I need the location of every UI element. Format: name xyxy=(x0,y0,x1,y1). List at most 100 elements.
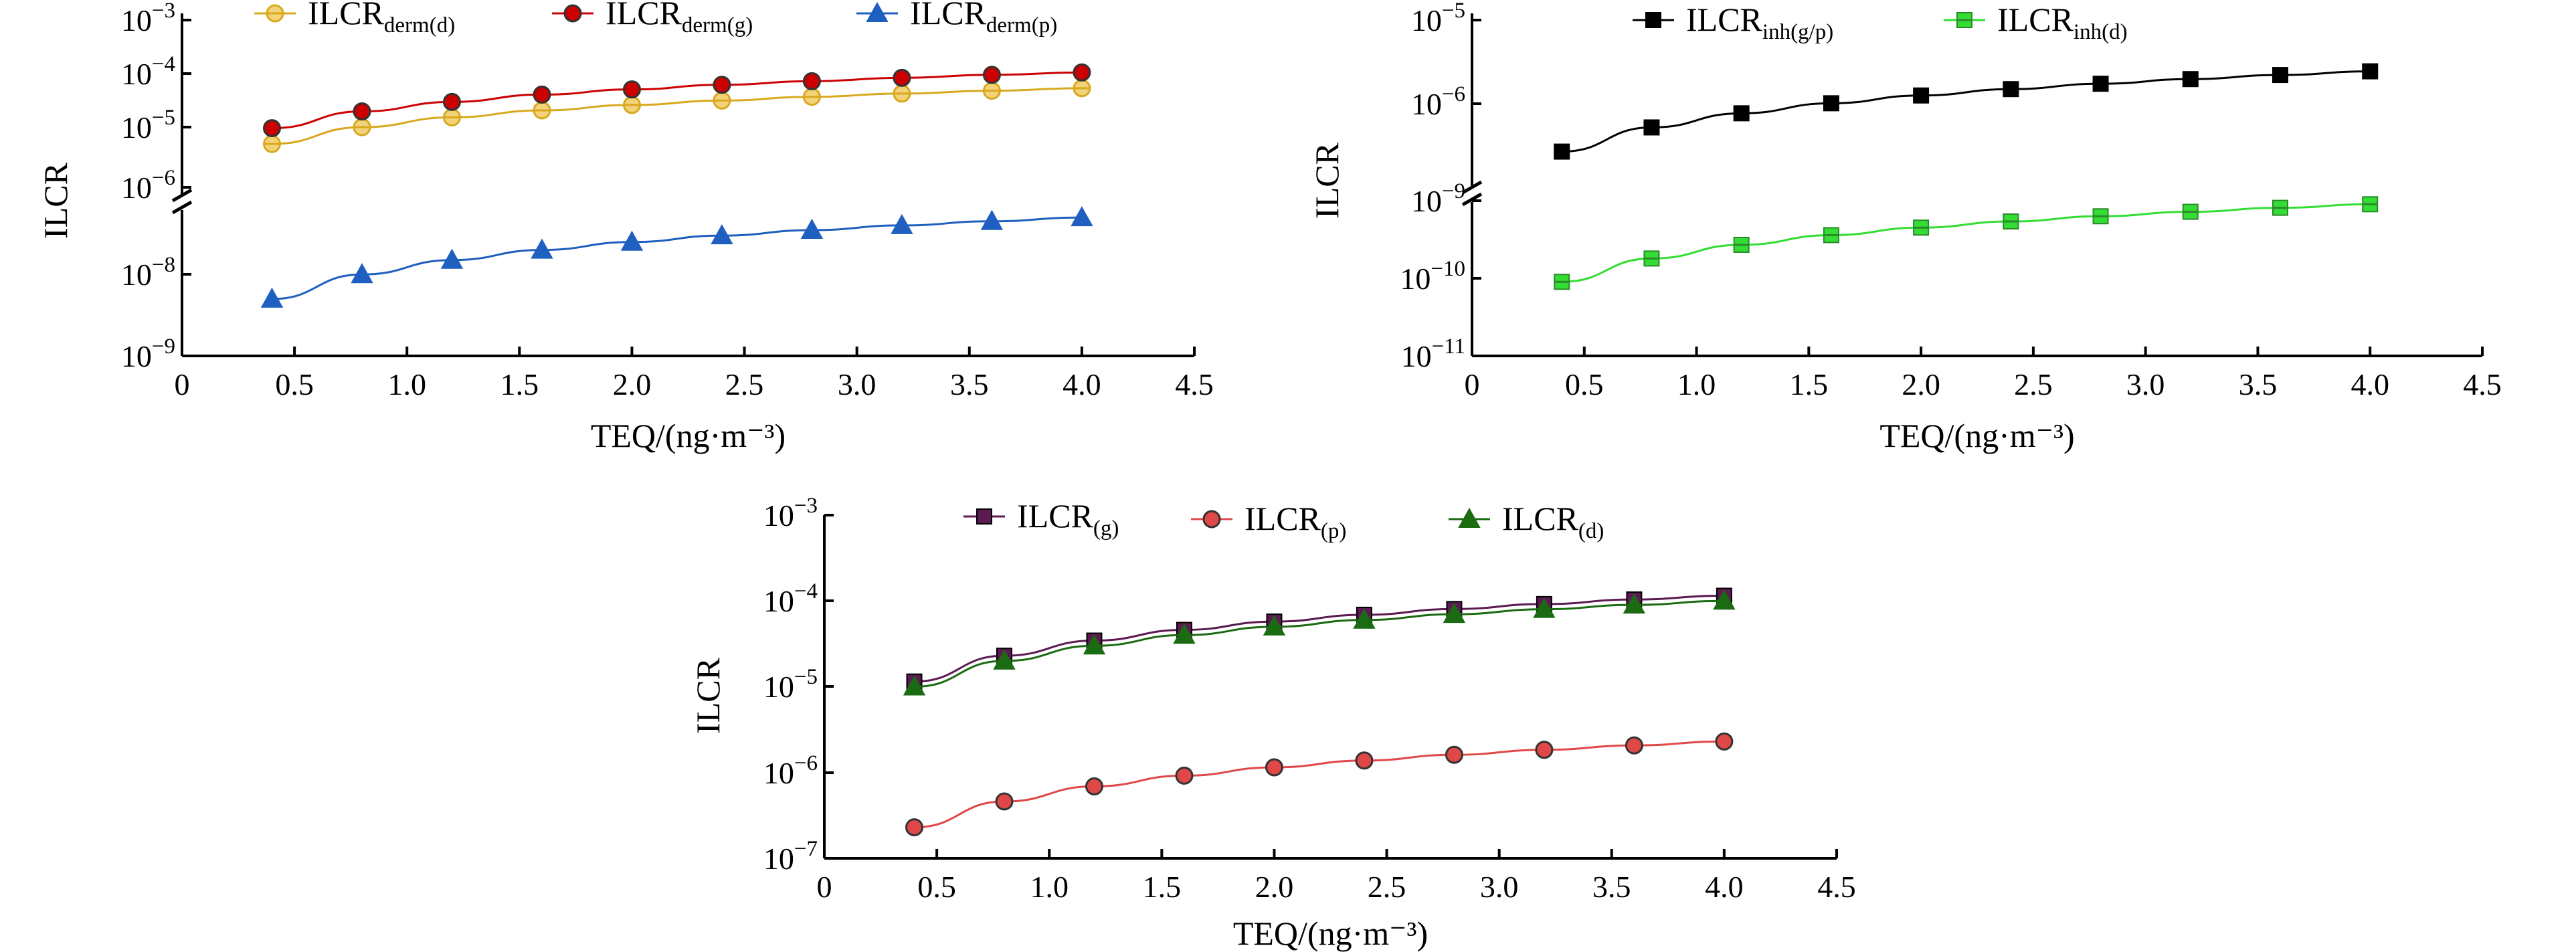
data-point xyxy=(713,91,731,110)
tick-exponent: −9 xyxy=(1442,179,1465,203)
data-point xyxy=(1173,624,1196,644)
data-point xyxy=(711,224,733,245)
x-tick-label: 2.5 xyxy=(2014,367,2053,401)
data-point xyxy=(1913,219,1930,236)
tick-exponent: −6 xyxy=(1442,82,1465,106)
data-point xyxy=(982,82,1001,100)
series-inh_gp xyxy=(1554,63,2379,160)
y-tick-label: 10−5 xyxy=(121,106,175,145)
data-point xyxy=(2092,208,2109,225)
y-tick-label: 10−4 xyxy=(763,579,818,618)
data-point xyxy=(1913,87,1930,104)
x-tick-label: 1.5 xyxy=(1143,870,1182,904)
data-point xyxy=(993,649,1016,670)
legend-subscript: inh(g/p) xyxy=(1762,20,1833,44)
x-tick-label: 3.5 xyxy=(2239,367,2278,401)
data-point xyxy=(995,792,1014,811)
tick-exponent: −10 xyxy=(1431,257,1465,281)
data-point xyxy=(1443,603,1466,624)
y-axis-title: ILCR xyxy=(37,162,74,239)
legend-subscript: (d) xyxy=(1578,519,1604,543)
x-axis-title: TEQ/(ng·m⁻³) xyxy=(1879,417,2074,454)
chart-panel-2: 0 0.5 1.0 1.5 2.0 2.5 3.0 3.5 4.0 4.510−510−610−9… xyxy=(1308,0,2502,454)
y-axis-title: ILCR xyxy=(689,657,727,734)
legend-marker xyxy=(563,4,582,23)
data-point xyxy=(1445,745,1463,764)
axis-break-mark xyxy=(171,188,193,203)
chart-panel-1: 0 0.5 1.0 1.5 2.0 2.5 3.0 3.5 4.0 4.510−310−410−5… xyxy=(37,0,1214,454)
tick-base: 10 xyxy=(763,842,794,876)
legend-label: ILCR(p) xyxy=(1245,500,1346,543)
tick-base: 10 xyxy=(121,339,152,373)
series-derm_p xyxy=(260,206,1093,308)
data-point xyxy=(2003,81,2019,98)
tick-base: 10 xyxy=(121,171,152,205)
y-tick-label: 10−7 xyxy=(763,837,818,876)
y-tick-label: 10−8 xyxy=(121,253,175,292)
series-total_p xyxy=(905,732,1734,837)
data-point xyxy=(440,248,464,269)
y-tick-label: 10−5 xyxy=(1411,0,1465,37)
x-axis-title: TEQ/(ng·m⁻³) xyxy=(591,417,786,454)
tick-base: 10 xyxy=(121,3,152,37)
data-point xyxy=(1175,766,1194,785)
y-tick-label: 10−6 xyxy=(121,166,175,205)
data-point xyxy=(260,287,284,308)
y-tick-label: 10−9 xyxy=(1411,179,1465,218)
x-tick-label: 0 xyxy=(817,870,832,904)
legend-subscript: derm(g) xyxy=(682,13,753,37)
x-tick-label: 1.5 xyxy=(500,367,539,401)
x-tick-label: 4.0 xyxy=(1705,870,1744,904)
y-tick-label: 10−9 xyxy=(121,335,175,373)
data-point xyxy=(1535,741,1554,759)
legend-marker xyxy=(976,508,992,525)
legend-label: ILCRinh(g/p) xyxy=(1686,1,1833,44)
legend-entry-inh_d: ILCRinh(d) xyxy=(1944,1,2128,44)
tick-exponent: −5 xyxy=(794,665,818,689)
data-point xyxy=(1823,227,1839,244)
x-tick-label: 0.5 xyxy=(1565,367,1604,401)
series-line xyxy=(272,71,1082,130)
tick-exponent: −7 xyxy=(794,837,818,861)
tick-base: 10 xyxy=(121,258,152,292)
data-point xyxy=(905,818,923,837)
x-tick-label: 0.5 xyxy=(275,367,314,401)
x-tick-label: 3.5 xyxy=(950,367,989,401)
data-point xyxy=(1083,634,1106,655)
y-tick-label: 10−11 xyxy=(1401,335,1465,373)
legend-marker xyxy=(1458,507,1481,528)
tick-base: 10 xyxy=(1401,339,1432,373)
data-point xyxy=(353,102,371,121)
tick-exponent: −9 xyxy=(152,335,175,359)
series-line xyxy=(1562,203,2371,283)
legend-label: ILCRderm(p) xyxy=(910,0,1057,37)
x-tick-label: 0 xyxy=(175,367,190,401)
y-tick-label: 10−5 xyxy=(763,665,818,704)
data-point xyxy=(622,80,641,99)
data-point xyxy=(2092,76,2109,92)
data-point xyxy=(1554,143,1570,160)
x-tick-label: 1.0 xyxy=(1030,870,1069,904)
legend-label: ILCRinh(d) xyxy=(1997,1,2128,44)
legend-base: ILCR xyxy=(308,0,385,31)
data-point xyxy=(622,96,641,114)
data-point xyxy=(1733,236,1750,253)
legend-base: ILCR xyxy=(1017,497,1094,535)
data-point xyxy=(903,675,926,696)
data-point xyxy=(893,84,911,103)
tick-exponent: −6 xyxy=(794,751,818,775)
data-point xyxy=(1715,732,1734,751)
legend-subscript: inh(d) xyxy=(2074,20,2128,44)
data-point xyxy=(1265,758,1283,777)
tick-base: 10 xyxy=(763,498,794,533)
series-inh_d xyxy=(1554,196,2379,290)
data-point xyxy=(802,72,821,90)
y-axis-title: ILCR xyxy=(1308,142,1346,219)
tick-exponent: −4 xyxy=(152,52,175,76)
tick-base: 10 xyxy=(121,57,152,91)
legend-base: ILCR xyxy=(1686,1,1763,38)
legend-base: ILCR xyxy=(1502,500,1579,537)
tick-exponent: −4 xyxy=(794,579,818,603)
data-point xyxy=(442,92,461,111)
legend-marker xyxy=(1202,510,1221,529)
